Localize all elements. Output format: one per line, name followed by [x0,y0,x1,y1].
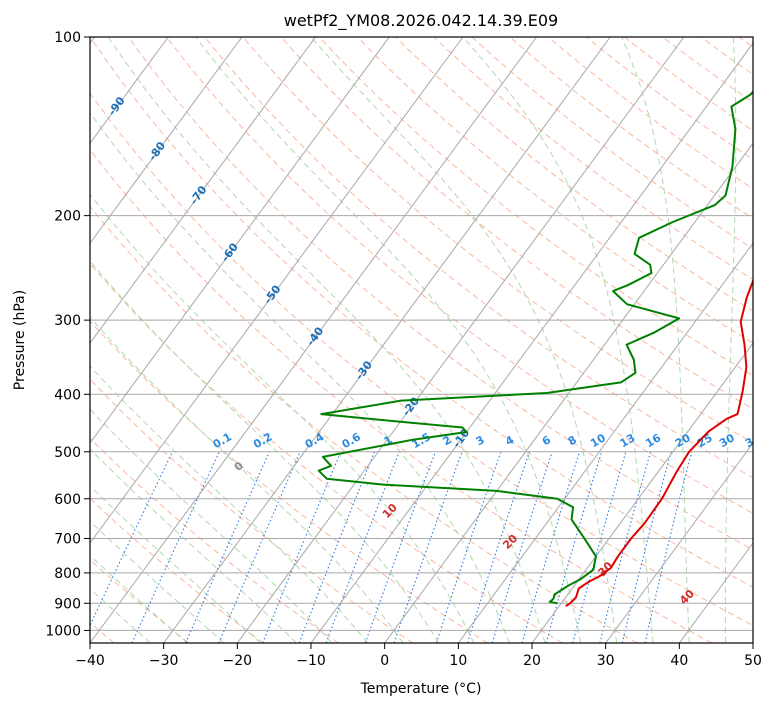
isotherm [90,37,317,344]
isotherm [90,37,464,544]
isotherms [90,37,753,643]
dry-adiabat [90,262,563,643]
moist-adiabat [90,193,475,643]
y-tick-label: 1000 [45,623,81,639]
moist-adiabat [90,408,333,643]
isotherm [90,37,538,643]
mixing-ratio-line [621,451,672,643]
x-tick-label: −40 [75,653,105,669]
x-tick-label: 30 [597,653,615,669]
moist-adiabat [462,37,654,643]
isotherm [457,242,753,643]
x-tick-label: 50 [744,653,762,669]
chart-title: wetPf2_YM08.2026.042.14.39.E09 [284,11,558,31]
dry-adiabat [90,92,753,627]
isotherm [605,442,753,643]
moist-adiabat [621,37,690,643]
moist-adiabat [310,37,618,643]
moist-adiabat [90,520,225,643]
x-tick-label: 40 [670,653,688,669]
x-tick-label: −10 [296,653,326,669]
mixing-ratio-line [298,451,376,643]
isotherm [531,342,753,643]
isotherm [310,42,753,643]
dry-adiabat [280,37,753,410]
x-tick-label: −30 [149,653,179,669]
mixing-ratio-line [262,451,342,643]
dry-adiabat [90,378,414,643]
mixing-ratio-line [185,451,270,643]
moist-adiabat [90,485,261,643]
isotherm [90,37,169,145]
mixing-ratio-line [466,451,531,643]
y-tick-label: 700 [54,532,81,548]
isotherm [236,37,685,643]
y-axis-label: Pressure (hPa) [12,290,28,390]
isotherm [90,37,390,444]
moist-adiabat [90,554,188,643]
isotherm [90,37,243,245]
y-tick-label: 300 [54,313,81,329]
mixing-ratio-line [599,451,652,643]
mixing-ratio-line [545,451,603,643]
x-tick-label: 0 [380,653,389,669]
mixing-ratio-line [491,451,553,643]
y-tick-label: 800 [54,566,81,582]
x-axis: −40 −30 −20 −10 0 10 20 30 40 50 [75,643,762,669]
mixing-ratio-line [521,451,581,643]
x-axis-label: Temperature (°C) [360,681,482,697]
mixing-ratio-line [435,451,502,643]
x-tick-label: 20 [523,653,541,669]
moist-adiabat [90,448,297,643]
mixing-ratio-line [218,451,301,643]
y-tick-label: 400 [54,387,81,403]
isotherm [163,37,611,643]
background-lines: -100-90-80-70-60-50-40-30-20-10010203040… [90,37,763,643]
y-tick-label: 500 [54,445,81,461]
pressure-gridlines [90,37,753,631]
x-tick-label: 10 [449,653,467,669]
isotherm [384,142,753,643]
moist-adiabat [90,260,439,643]
dry-adiabat [166,37,753,514]
dry-adiabat [90,37,753,588]
profiles [317,90,753,607]
y-axis: 100 200 300 400 500 600 700 800 900 1000 [45,30,90,639]
moist-adiabat [90,588,151,643]
dry-adiabat [90,148,712,643]
y-tick-label: 200 [54,209,81,225]
mixing-ratio-line [364,451,437,643]
dry-adiabat [318,37,753,377]
mixing-ratio-label: 36 [743,431,763,450]
x-tick-label: −20 [223,653,253,669]
moist-adiabat [724,37,737,643]
y-tick-label: 100 [54,30,81,46]
temperature-profile [565,278,753,607]
dry-adiabat [90,205,638,643]
y-tick-label: 900 [54,596,81,612]
moist-adiabat [107,37,546,643]
dry-adiabat [357,37,753,344]
y-tick-label: 600 [54,492,81,508]
dewpoint-profile [317,90,753,605]
plot-frame [89,36,754,644]
mixing-ratio-line [325,451,400,643]
